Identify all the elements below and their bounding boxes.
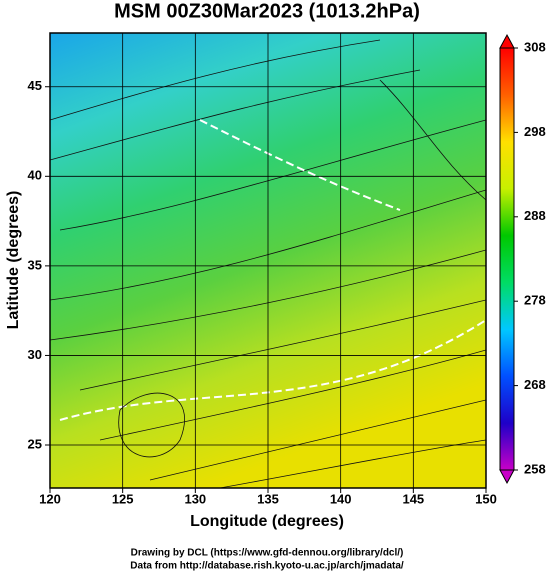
colorbar-tick-label: 278 xyxy=(524,293,546,308)
colorbar-tick-label: 258 xyxy=(524,461,546,476)
x-tick-label: 145 xyxy=(402,491,424,506)
y-axis-label: Latitude (degrees) xyxy=(5,191,22,330)
colorbar-tick-label: 308 xyxy=(524,39,546,54)
x-tick-label: 120 xyxy=(39,491,61,506)
colorbar-tick-label: 298 xyxy=(524,124,546,139)
y-tick-label: 35 xyxy=(28,257,42,272)
x-axis-label: Longitude (degrees) xyxy=(190,513,344,530)
streamlines xyxy=(50,39,486,488)
colorbar-tick-label: 268 xyxy=(524,377,546,392)
colorbar xyxy=(499,47,515,471)
y-tick-label: 40 xyxy=(28,168,42,183)
title: MSM 00Z30Mar2023 (1013.2hPa) xyxy=(114,0,420,22)
x-tick-label: 130 xyxy=(184,491,206,506)
footer-line: Drawing by DCL (https://www.gfd-dennou.o… xyxy=(131,548,404,559)
x-tick-label: 140 xyxy=(330,491,352,506)
y-tick-label: 25 xyxy=(28,436,42,451)
y-tick-label: 45 xyxy=(28,78,42,93)
x-tick-label: 125 xyxy=(112,491,134,506)
colorbar-min-arrow xyxy=(499,469,515,485)
y-tick-label: 30 xyxy=(28,347,42,362)
colorbar-max-arrow xyxy=(499,33,515,49)
x-tick-label: 150 xyxy=(475,491,497,506)
x-tick-label: 135 xyxy=(257,491,279,506)
colorbar-tick-label: 288 xyxy=(524,208,546,223)
footer-line: Data from http://database.rish.kyoto-u.a… xyxy=(130,561,404,572)
